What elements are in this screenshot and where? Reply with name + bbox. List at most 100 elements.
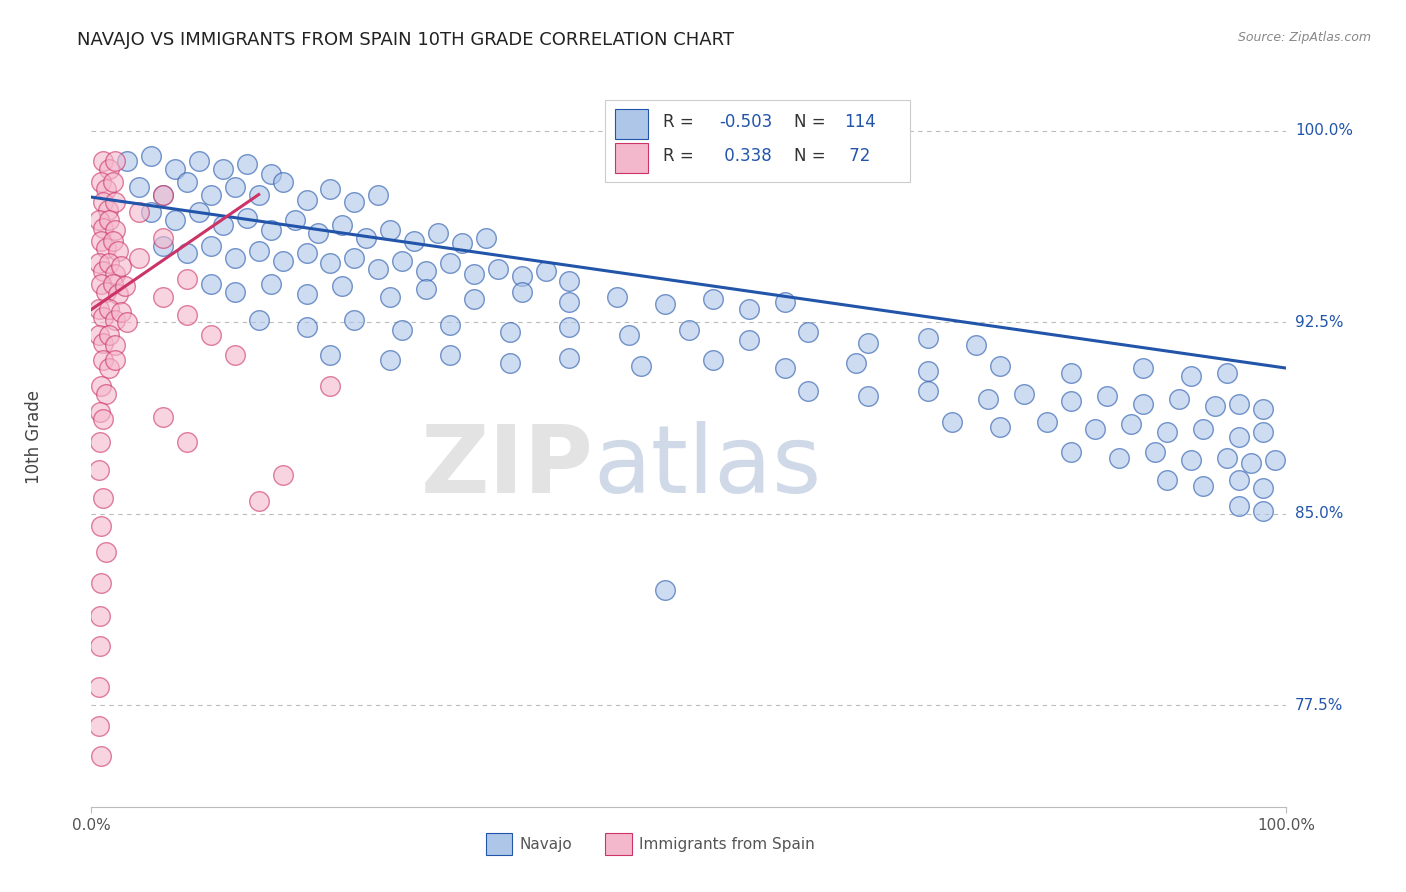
Point: [737, 333, 759, 347]
Point: [976, 392, 998, 406]
Point: [295, 193, 318, 207]
Point: [284, 213, 307, 227]
Point: [450, 235, 472, 250]
Point: [87, 256, 110, 270]
Point: [678, 323, 700, 337]
Point: [498, 356, 520, 370]
Point: [439, 256, 461, 270]
Point: [115, 315, 138, 329]
Text: ZIP: ZIP: [420, 421, 593, 513]
Text: NAVAJO VS IMMIGRANTS FROM SPAIN 10TH GRADE CORRELATION CHART: NAVAJO VS IMMIGRANTS FROM SPAIN 10TH GRA…: [77, 31, 734, 49]
Point: [378, 290, 402, 304]
Point: [1180, 453, 1202, 467]
Text: 72: 72: [844, 147, 870, 166]
Point: [558, 294, 581, 309]
Point: [94, 386, 117, 401]
Point: [90, 575, 112, 590]
Point: [90, 175, 112, 189]
Point: [104, 195, 127, 210]
Point: [1180, 368, 1202, 383]
Point: [152, 187, 174, 202]
Point: [1012, 386, 1035, 401]
Point: [141, 205, 162, 219]
Point: [200, 238, 222, 252]
Point: [110, 259, 132, 273]
Point: [271, 468, 294, 483]
Point: [98, 361, 121, 376]
Point: [176, 246, 198, 260]
FancyBboxPatch shape: [605, 100, 910, 182]
Point: [114, 279, 136, 293]
Point: [163, 213, 186, 227]
Point: [1144, 445, 1167, 459]
Point: [235, 211, 259, 225]
Point: [1097, 389, 1119, 403]
Text: Source: ZipAtlas.com: Source: ZipAtlas.com: [1237, 31, 1371, 45]
Point: [224, 348, 246, 362]
Point: [391, 254, 413, 268]
Bar: [614, 143, 648, 173]
Point: [654, 583, 676, 598]
Point: [1132, 397, 1154, 411]
Point: [630, 359, 652, 373]
Point: [152, 231, 174, 245]
Point: [367, 261, 389, 276]
Point: [439, 348, 461, 362]
Point: [558, 274, 581, 288]
Point: [110, 305, 132, 319]
Point: [104, 267, 127, 281]
Text: 85.0%: 85.0%: [1295, 506, 1343, 521]
Point: [87, 680, 110, 694]
Point: [93, 412, 114, 426]
Point: [1156, 425, 1178, 439]
Bar: [614, 109, 648, 139]
Point: [534, 264, 557, 278]
Point: [463, 292, 485, 306]
Point: [1060, 366, 1083, 380]
Point: [94, 182, 117, 196]
Point: [1167, 392, 1189, 406]
Point: [378, 353, 402, 368]
Point: [107, 287, 129, 301]
Point: [1227, 499, 1250, 513]
Point: [200, 187, 222, 202]
Point: [89, 640, 111, 654]
Point: [1227, 474, 1250, 488]
Point: [152, 238, 174, 252]
Point: [1251, 402, 1274, 417]
Text: Navajo: Navajo: [519, 837, 572, 852]
Point: [988, 359, 1011, 373]
Point: [1156, 474, 1178, 488]
Point: [187, 154, 211, 169]
Point: [415, 264, 437, 278]
Point: [89, 608, 111, 623]
Point: [319, 256, 342, 270]
Point: [104, 338, 127, 352]
Bar: [486, 833, 512, 855]
Point: [152, 187, 174, 202]
Point: [486, 261, 509, 276]
Point: [856, 335, 880, 350]
Point: [343, 312, 366, 326]
Point: [176, 175, 198, 189]
Point: [1215, 450, 1237, 465]
Point: [797, 326, 820, 340]
Text: 100.0%: 100.0%: [1295, 123, 1353, 138]
Point: [737, 302, 759, 317]
Point: [1251, 504, 1274, 518]
Point: [917, 384, 939, 398]
Point: [1240, 456, 1263, 470]
Point: [224, 285, 246, 299]
Bar: [605, 833, 631, 855]
Point: [211, 161, 233, 176]
Point: [97, 202, 120, 217]
Point: [87, 328, 110, 343]
Point: [391, 323, 413, 337]
Point: [415, 282, 437, 296]
Point: [104, 223, 127, 237]
Point: [90, 749, 112, 764]
Point: [93, 353, 114, 368]
Point: [1108, 450, 1130, 465]
Point: [93, 310, 114, 324]
Point: [93, 154, 114, 169]
